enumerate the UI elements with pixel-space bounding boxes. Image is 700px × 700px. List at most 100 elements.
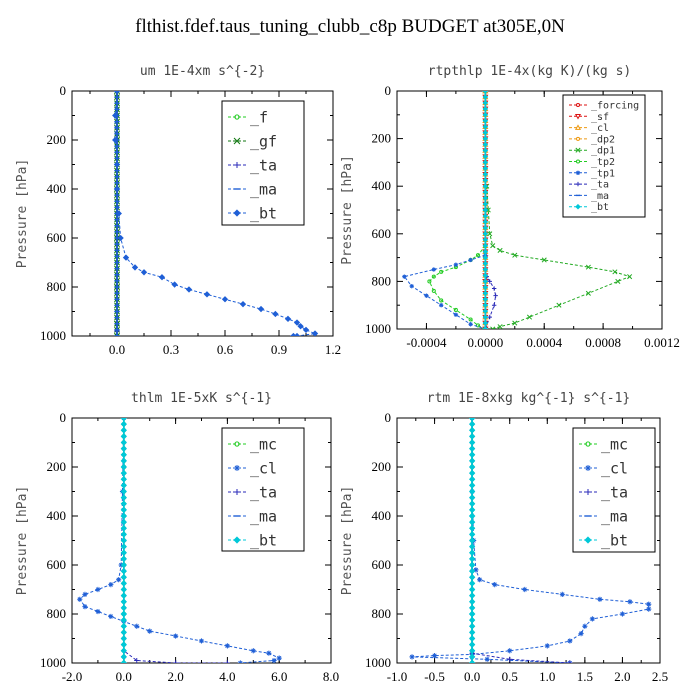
x-tick-label: 6.0 — [271, 669, 287, 684]
data-point — [578, 631, 584, 637]
data-point — [468, 586, 476, 593]
data-point — [120, 469, 127, 477]
legend-label: _ta — [591, 180, 609, 191]
data-point — [468, 257, 473, 263]
data-point — [468, 543, 476, 550]
data-point — [224, 660, 230, 663]
data-point — [120, 635, 127, 642]
data-point — [120, 506, 127, 514]
data-point — [257, 305, 265, 313]
legend-marker — [234, 441, 240, 447]
data-point — [585, 264, 591, 270]
data-point — [185, 286, 193, 293]
data-point — [468, 500, 476, 507]
data-point — [482, 201, 489, 207]
x-tick-label: 2.0 — [614, 669, 630, 684]
data-point — [468, 549, 476, 556]
legend-marker — [575, 159, 581, 164]
data-point — [482, 177, 489, 184]
data-point — [453, 307, 458, 312]
data-point — [490, 243, 496, 249]
x-tick-label: 0.0004 — [526, 335, 562, 350]
data-point — [487, 279, 492, 284]
y-tick-label: 200 — [47, 132, 67, 147]
data-point — [468, 525, 476, 532]
legend-label: _dp1 — [591, 146, 615, 157]
data-point — [112, 112, 119, 119]
x-tick-label: 0.0 — [116, 669, 132, 684]
legend: _mc _cl _ta _ma _bt — [221, 427, 305, 552]
data-point — [482, 284, 489, 291]
data-point — [120, 500, 127, 507]
data-point — [482, 123, 489, 130]
data-point — [120, 653, 127, 661]
data-point — [468, 592, 476, 599]
data-point — [271, 657, 277, 663]
x-tick-label: 0.6 — [217, 342, 234, 357]
legend-label: _gf — [250, 132, 277, 150]
data-point — [120, 604, 127, 612]
data-point — [409, 654, 415, 660]
data-point — [120, 549, 127, 556]
data-point — [468, 659, 476, 663]
data-point — [95, 586, 101, 593]
data-point — [482, 135, 489, 142]
data-point — [468, 653, 476, 661]
data-point — [82, 604, 88, 610]
legend-marker — [575, 181, 581, 187]
data-point — [250, 648, 256, 654]
data-point — [468, 531, 476, 538]
data-point — [497, 324, 503, 329]
data-point — [468, 451, 476, 458]
data-point — [482, 248, 489, 255]
series-cl — [409, 418, 652, 663]
legend-marker — [574, 114, 582, 120]
data-point — [438, 303, 444, 308]
data-point — [468, 512, 476, 520]
series-dp1 — [484, 183, 633, 329]
data-point — [490, 326, 496, 329]
data-point — [482, 189, 489, 195]
data-point — [120, 518, 127, 526]
data-point — [431, 653, 438, 659]
data-point — [482, 112, 489, 118]
data-point — [120, 494, 127, 501]
y-tick-label: 600 — [47, 230, 67, 245]
y-tick-label: 600 — [372, 226, 392, 241]
data-point — [468, 457, 476, 465]
data-point — [468, 555, 476, 563]
data-point — [120, 623, 127, 630]
y-tick-label: 200 — [372, 459, 392, 474]
data-point — [468, 537, 476, 544]
legend-label: _mc — [601, 435, 628, 453]
data-point — [482, 278, 489, 285]
series-line — [403, 254, 486, 329]
data-point — [431, 288, 436, 293]
data-point — [120, 439, 127, 446]
legend-marker — [575, 147, 581, 153]
legend-marker — [234, 489, 240, 495]
data-point — [482, 147, 489, 154]
legend: _mc _cl _ta _ma _bt — [572, 427, 656, 553]
legend-label: _bt — [250, 531, 277, 549]
legend-label: _tp1 — [591, 168, 615, 179]
data-point — [482, 159, 489, 166]
data-point — [120, 616, 127, 624]
data-point — [266, 650, 272, 656]
legend-label: _bt — [250, 204, 277, 222]
data-point — [120, 457, 127, 465]
legend-label: _cl — [601, 459, 628, 477]
data-point — [120, 610, 127, 618]
legend-label: _tp2 — [591, 157, 615, 168]
data-point — [431, 267, 437, 272]
legend-marker — [575, 170, 581, 175]
data-point — [468, 317, 473, 322]
legend-marker — [585, 489, 591, 495]
data-point — [120, 525, 127, 532]
y-tick-label: 800 — [372, 273, 392, 288]
data-point — [468, 488, 476, 495]
data-point — [468, 647, 476, 654]
legend-marker — [575, 136, 581, 141]
legend-marker — [575, 102, 581, 108]
y-tick-label: 200 — [47, 459, 67, 474]
